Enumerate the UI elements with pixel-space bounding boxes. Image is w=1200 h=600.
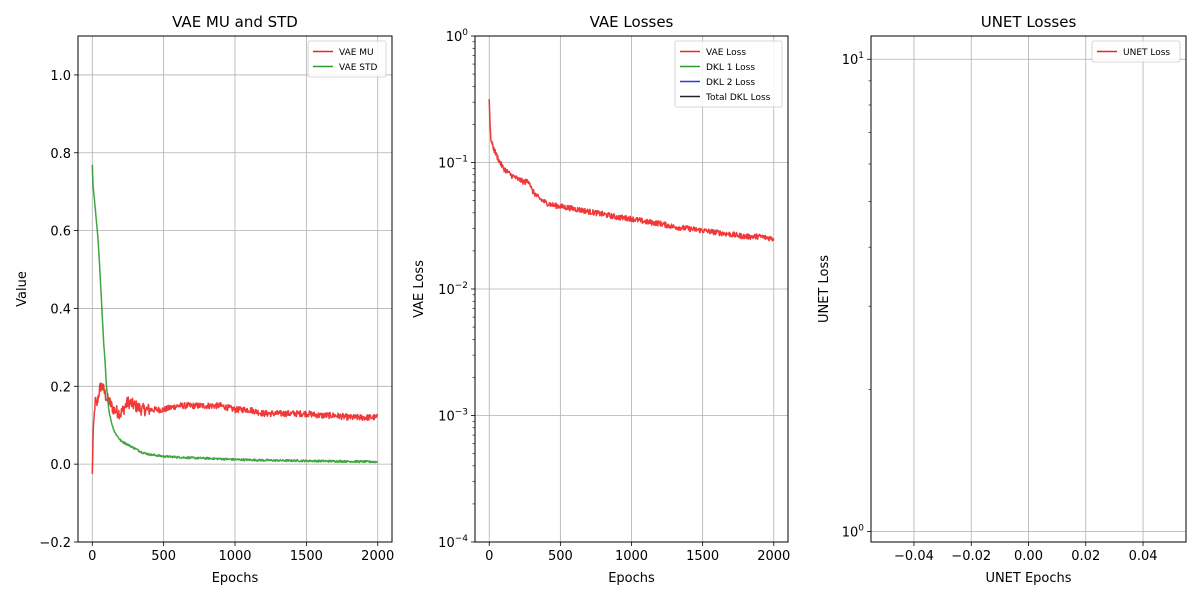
legend-label: VAE STD: [339, 63, 377, 73]
x-tick-label: −0.02: [951, 549, 991, 564]
y-tick-label: 0.8: [50, 147, 71, 162]
chart-panel-2: 0 500 1000 1500 2000 10−4 10−3 10−2 10−1 100 VAE L…: [412, 13, 790, 586]
x-tick-label: 2000: [757, 549, 790, 564]
x-tick-label: 1000: [218, 549, 251, 564]
legend: UNET Loss: [1091, 40, 1181, 63]
legend-box: [1091, 40, 1181, 63]
x-axis-label: Epochs: [608, 571, 655, 586]
x-tick-label: 500: [151, 549, 176, 564]
y-tick-label: 0.0: [50, 458, 71, 473]
series-line-vae-std: [91, 164, 379, 464]
y-tick-label: 100: [446, 28, 469, 45]
legend-label: UNET Loss: [1123, 48, 1170, 58]
x-tick-label: 1000: [615, 549, 648, 564]
x-tick-label: 0.04: [1129, 549, 1158, 564]
series-line-vae-mu: [91, 382, 379, 474]
x-tick-label: 500: [548, 549, 573, 564]
legend-label: VAE Loss: [706, 48, 746, 58]
x-tick-label: 0: [88, 549, 96, 564]
x-tick-label: 0: [485, 549, 493, 564]
x-tick-label: 1500: [686, 549, 719, 564]
y-tick-label: 101: [842, 51, 864, 68]
y-axis-label: Value: [15, 271, 30, 307]
y-tick-label: 10−2: [438, 281, 468, 298]
y-axis-label: VAE Loss: [412, 260, 427, 318]
chart-panel-1: 0 500 1000 1500 2000 −0.2 0.0 0.2 0.4 0.6 0.8 1.0 VA…: [15, 13, 394, 586]
x-tick-label: 2000: [361, 549, 394, 564]
chart-title: VAE Losses: [590, 13, 674, 31]
y-axis-label: UNET Loss: [817, 255, 832, 323]
x-tick-label: −0.04: [894, 549, 934, 564]
chart-panel-3: −0.04 −0.02 0.00 0.02 0.04 100 101 UNET Losses U…: [817, 13, 1187, 586]
chart-title: VAE MU and STD: [172, 13, 298, 31]
y-tick-label: 1.0: [50, 69, 71, 84]
x-tick-label: 0.00: [1014, 549, 1043, 564]
legend-label: DKL 1 Loss: [706, 63, 755, 73]
y-tick-label: 0.6: [50, 225, 71, 240]
y-tick-label: 10−4: [438, 534, 468, 551]
y-tick-label: 10−3: [438, 408, 468, 425]
y-tick-label: 0.4: [50, 302, 71, 317]
y-tick-label: 100: [842, 523, 865, 540]
series-line-vae-loss: [488, 99, 775, 242]
legend-label: Total DKL Loss: [705, 93, 771, 103]
x-axis-label: Epochs: [212, 571, 259, 586]
legend: VAE MU VAE STD: [307, 40, 387, 78]
x-tick-label: 0.02: [1071, 549, 1100, 564]
y-tick-label: 0.2: [50, 380, 71, 395]
legend-label: VAE MU: [339, 48, 374, 58]
chart-title: UNET Losses: [981, 13, 1077, 31]
legend: VAE Loss DKL 1 Loss DKL 2 Loss Total DKL Lo…: [674, 40, 783, 108]
y-tick-label: −0.2: [39, 536, 71, 551]
legend-label: DKL 2 Loss: [706, 78, 755, 88]
legend-box: [307, 40, 387, 78]
legend-box: [674, 40, 783, 108]
x-axis-label: UNET Epochs: [985, 571, 1071, 586]
y-tick-label: 10−1: [438, 155, 468, 172]
x-tick-label: 1500: [290, 549, 323, 564]
